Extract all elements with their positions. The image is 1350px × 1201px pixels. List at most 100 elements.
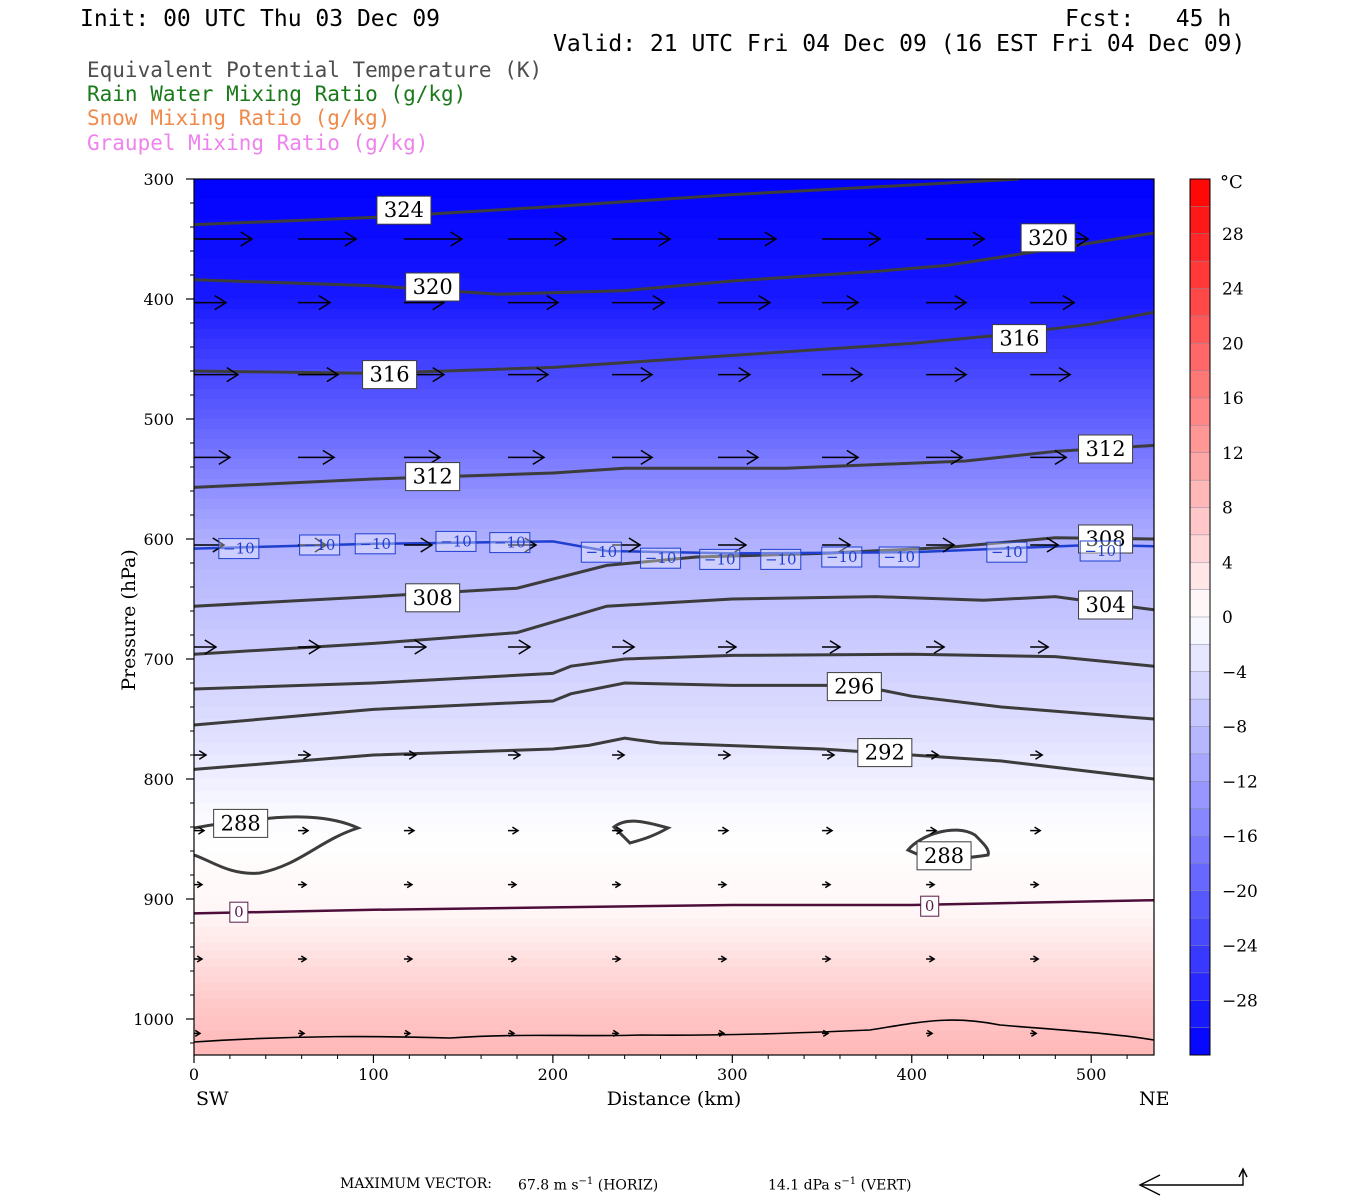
colorbar-swatch	[1190, 781, 1210, 810]
x-tick-label: 100	[358, 1065, 389, 1084]
temp-band	[194, 309, 1154, 320]
wind-vector	[403, 750, 418, 760]
colorbar-swatch	[1190, 589, 1210, 618]
colorbar-swatch	[1190, 534, 1210, 563]
svg-text:−10: −10	[991, 543, 1023, 561]
wind-vector	[298, 537, 328, 553]
colorbar-swatch	[1190, 315, 1210, 344]
temp-band	[194, 339, 1154, 350]
theta-e-contour-300	[194, 652, 1154, 691]
colorbar-swatch	[1190, 617, 1210, 645]
svg-text:296: 296	[834, 675, 874, 699]
wind-vector	[822, 366, 864, 383]
y-tick-label: 800	[143, 770, 174, 789]
zero-isotherm	[194, 898, 1154, 915]
y-tick-label: 700	[143, 650, 174, 669]
wind-vector	[822, 955, 832, 963]
wind-vector	[298, 955, 308, 963]
colorbar-tick-label: −12	[1222, 772, 1258, 792]
colorbar-swatch	[1190, 507, 1210, 536]
x-left-direction: SW	[196, 1088, 229, 1110]
isotherm-label: −10	[299, 534, 341, 556]
wind-vector	[612, 449, 654, 466]
contour-label: 288	[916, 841, 972, 871]
wind-vector	[403, 826, 416, 835]
wind-vector	[1030, 826, 1042, 835]
colorbar-unit: °C	[1220, 172, 1243, 193]
temp-band	[194, 879, 1154, 888]
wind-vector	[612, 955, 622, 963]
wind-vector	[508, 1029, 516, 1038]
wind-vector	[508, 231, 568, 247]
theta-e-contour-324	[194, 179, 1020, 227]
temp-band	[194, 895, 1154, 904]
svg-text:320: 320	[413, 275, 453, 299]
wind-vectors	[194, 231, 1090, 1038]
wind-vector	[194, 294, 228, 311]
temp-band	[194, 349, 1154, 360]
wind-vector	[822, 294, 860, 311]
temp-band	[194, 871, 1154, 880]
max-vector-vert: 14.1 dPa s−1 (VERT)	[768, 1176, 912, 1194]
colorbar-swatch	[1190, 699, 1210, 727]
temp-band	[194, 755, 1154, 768]
temp-band	[194, 943, 1154, 952]
temp-band	[194, 419, 1154, 430]
wind-vector	[612, 366, 654, 383]
svg-text:−10: −10	[440, 532, 472, 550]
wind-vector	[194, 880, 204, 889]
wind-vector	[822, 750, 836, 760]
wind-vector	[298, 880, 308, 889]
y-tick-label: 300	[143, 170, 174, 189]
svg-text:316: 316	[370, 363, 410, 387]
temp-band	[194, 999, 1154, 1008]
x-tick-label: 300	[717, 1065, 748, 1084]
wind-vector	[194, 750, 208, 760]
x-tick-label: 200	[538, 1065, 569, 1084]
wind-vector	[822, 537, 852, 553]
contour-label: 304	[1078, 590, 1134, 620]
wind-vector	[403, 1029, 412, 1038]
svg-text:−10: −10	[765, 550, 797, 568]
wind-vector	[612, 826, 624, 835]
wind-vector	[717, 449, 760, 466]
y-tick-label: 400	[143, 290, 174, 309]
wind-vector	[298, 750, 312, 760]
colorbar-swatch	[1190, 343, 1210, 372]
max-vector-label: MAXIMUM VECTOR:	[340, 1176, 492, 1192]
wind-vector	[298, 231, 358, 247]
temperature-fill	[194, 179, 1154, 1055]
temp-band	[194, 459, 1154, 470]
temp-band	[194, 549, 1154, 560]
temp-band	[194, 719, 1154, 732]
wind-vector	[1030, 1029, 1038, 1038]
isotherm-label: −10	[218, 538, 260, 560]
temp-band	[194, 629, 1154, 640]
colorbar-swatch	[1190, 370, 1210, 399]
contour-labels: 324 320 320 316 316 312 312 308 308 304 296 292 288 2…	[213, 195, 1134, 923]
wind-vector	[822, 826, 834, 835]
svg-text:−10: −10	[304, 536, 336, 554]
temp-band	[194, 409, 1154, 420]
legend-snow: Snow Mixing Ratio (g/kg)	[87, 106, 391, 130]
svg-text:0: 0	[234, 903, 244, 921]
temp-band	[194, 469, 1154, 480]
cross-section-chart: 3243203203163163123123083083042962922882…	[118, 170, 1258, 1110]
temp-band	[194, 489, 1154, 500]
svg-text:−10: −10	[1084, 542, 1116, 560]
contour-label: 312	[1078, 434, 1134, 464]
legend-theta-e: Equivalent Potential Temperature (K)	[87, 58, 543, 82]
isotherm-label: −10	[1079, 540, 1121, 562]
wind-vector	[298, 449, 336, 466]
y-axis-label: Pressure (hPa)	[118, 549, 140, 691]
svg-text:308: 308	[413, 586, 453, 610]
temp-band	[194, 1047, 1154, 1055]
isotherm-label: −10	[640, 547, 682, 569]
colorbar-tick-label: 8	[1222, 499, 1233, 519]
temp-band	[194, 833, 1154, 844]
colorbar-swatch	[1190, 863, 1210, 892]
wind-vector	[612, 639, 636, 655]
colorbar-swatch	[1190, 562, 1210, 591]
svg-text:308: 308	[1086, 527, 1126, 551]
x-tick-label: 500	[1076, 1065, 1107, 1084]
